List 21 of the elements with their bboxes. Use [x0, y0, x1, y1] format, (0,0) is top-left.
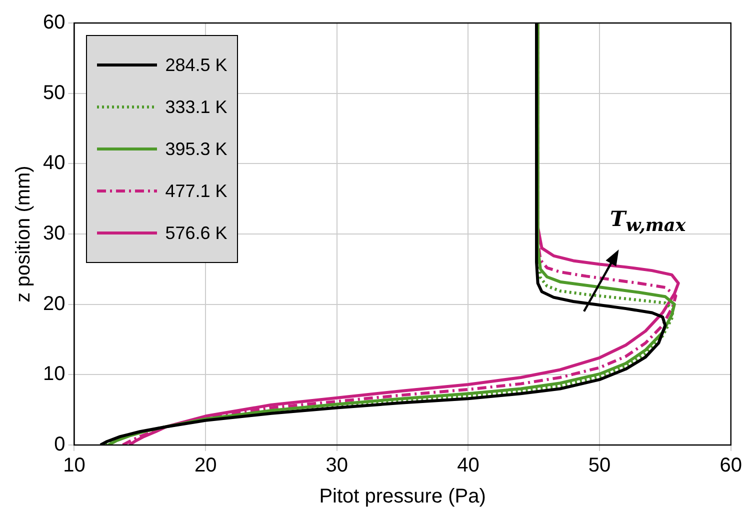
y-axis-title: z position (mm)	[12, 166, 35, 302]
legend-label: 477.1 K	[165, 180, 228, 202]
y-tick-label: 50	[42, 82, 66, 104]
y-tick-label: 30	[42, 222, 66, 245]
x-tick-label: 10	[63, 454, 86, 477]
legend-label: 395.3 K	[165, 138, 228, 160]
y-tick-label: 20	[42, 292, 66, 315]
y-tick-label: 10	[42, 363, 66, 386]
y-tick-label: 40	[42, 152, 66, 174]
y-tick-label: 60	[42, 12, 66, 34]
legend-label: 333.1 K	[165, 96, 228, 118]
x-tick-label: 40	[457, 454, 480, 477]
annotation: T$_{w,max}$	[610, 206, 686, 236]
x-tick-label: 50	[588, 454, 611, 477]
x-tick-label: 30	[326, 454, 348, 477]
legend-label: 576.6 K	[165, 222, 228, 244]
x-tick-label: 20	[194, 454, 217, 477]
x-tick-label: 60	[720, 454, 742, 477]
x-axis-title: Pitot pressure (Pa)	[319, 486, 486, 508]
y-tick-label: 0	[54, 434, 66, 456]
legend-label: 284.5 K	[165, 54, 228, 76]
